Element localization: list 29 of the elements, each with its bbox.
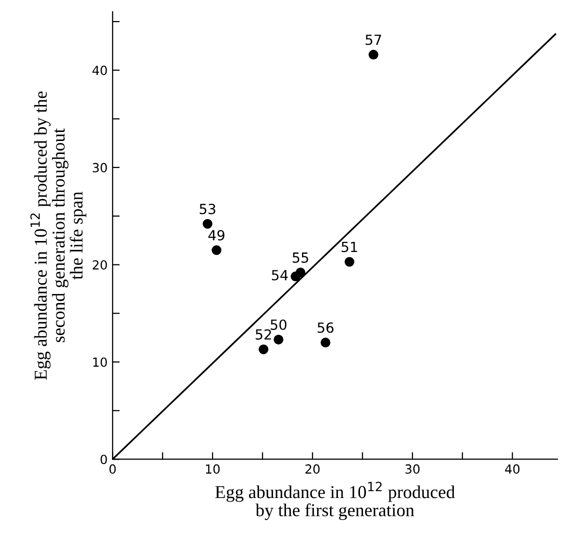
point xyxy=(368,50,378,60)
x-axis-title: Egg abundance in 10$^{12}$ produced by the first generation xyxy=(215,482,455,520)
x-tick-label: 30 xyxy=(405,464,420,474)
y-axis-title: Egg abundance in 10$^{12}$ produced by the second generation throughout the life span xyxy=(30,91,86,380)
annotation: 51 xyxy=(342,242,358,252)
point xyxy=(258,344,268,354)
annotation: 56 xyxy=(318,322,334,333)
annotation: 53 xyxy=(200,204,216,214)
annotation: 50 xyxy=(270,319,286,330)
point xyxy=(202,219,212,229)
point xyxy=(320,338,330,348)
y-tick-label: 30 xyxy=(92,162,107,172)
annotation: 49 xyxy=(208,230,224,240)
point xyxy=(212,245,222,255)
annotation: 57 xyxy=(366,34,382,46)
x-tick-label: 10 xyxy=(206,464,220,474)
y-tick-label: 10 xyxy=(93,357,107,367)
x-tick-label: 0 xyxy=(109,464,116,474)
x-tick-label: 20 xyxy=(305,464,320,474)
y-tick-label: 40 xyxy=(92,66,107,76)
annotation: 54 xyxy=(272,270,288,280)
point xyxy=(274,334,284,344)
annotation: 52 xyxy=(256,329,271,340)
point xyxy=(290,272,300,282)
y-tick-label: 20 xyxy=(92,260,107,270)
annotation: 55 xyxy=(292,252,308,263)
x-tick-label: 40 xyxy=(505,464,520,474)
point xyxy=(344,256,354,267)
y-tick-label: 0 xyxy=(100,454,107,464)
